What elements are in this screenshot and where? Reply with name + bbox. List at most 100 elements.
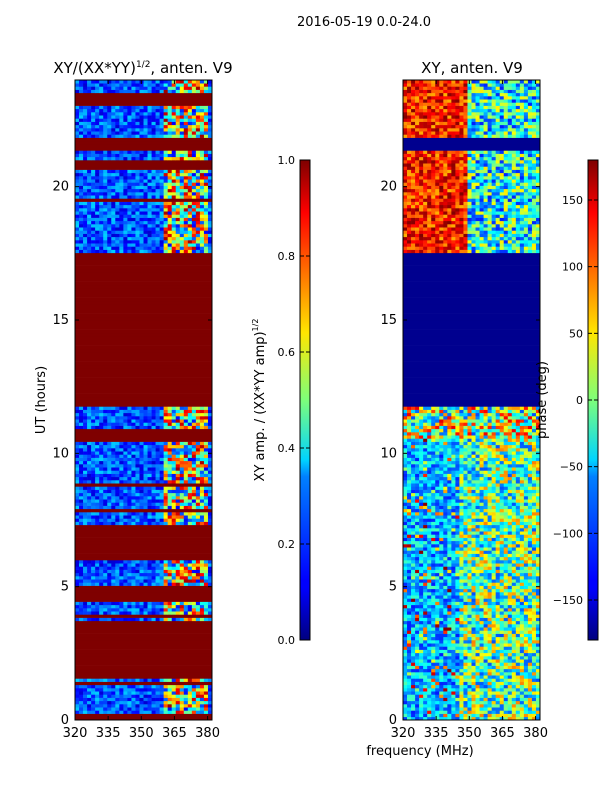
amplitude-cell <box>111 467 116 471</box>
amplitude-cell <box>115 489 120 494</box>
phase-cell <box>519 700 525 705</box>
phase-cell <box>515 659 521 663</box>
phase-cell <box>411 688 416 692</box>
amplitude-cell <box>103 121 108 126</box>
amplitude-cell <box>131 582 136 586</box>
phase-cell <box>415 675 420 679</box>
phase-cell <box>443 617 448 622</box>
phase-cell <box>447 627 452 631</box>
amplitude-cell <box>119 476 124 481</box>
amplitude-cell <box>75 473 80 478</box>
amplitude-cell <box>75 195 80 199</box>
amplitude-cell <box>83 220 88 225</box>
amplitude-cell <box>159 678 164 682</box>
amplitude-cell <box>107 444 112 449</box>
amplitude-cell <box>79 246 84 250</box>
amplitude-cell <box>179 505 185 510</box>
phase-cell <box>507 582 513 586</box>
amplitude-cell <box>79 419 84 423</box>
amplitude-cell <box>107 521 112 526</box>
amplitude-cell <box>159 467 164 471</box>
amplitude-cell <box>119 486 124 490</box>
amplitude-cell <box>143 518 148 522</box>
phase-cell <box>527 576 533 580</box>
amplitude-cell <box>75 608 80 612</box>
phase-cell <box>483 704 488 708</box>
phase-cell <box>479 659 484 663</box>
amplitude-cell <box>103 83 108 87</box>
amplitude-cell <box>111 569 116 574</box>
phase-cell <box>515 707 521 711</box>
amplitude-cell <box>179 451 185 455</box>
amplitude-cell <box>107 211 112 215</box>
amplitude-cell <box>203 486 209 490</box>
phase-cell <box>427 627 432 631</box>
amplitude-cell <box>143 566 148 570</box>
phase-cell <box>515 646 521 650</box>
amplitude-cell <box>79 230 84 234</box>
amplitude-cell <box>179 518 185 522</box>
amplitude-cell <box>147 499 152 503</box>
amplitude-cell <box>123 201 128 206</box>
phase-cell <box>511 662 517 666</box>
amplitude-cell <box>111 470 116 474</box>
phase-cell <box>487 665 492 670</box>
amplitude-cell <box>147 176 152 180</box>
amplitude-cell <box>111 560 116 564</box>
amplitude-cell <box>123 115 128 119</box>
phase-cell <box>407 643 412 647</box>
phase-cell <box>403 601 408 606</box>
amplitude-cell <box>95 704 100 708</box>
amplitude-cell <box>183 460 189 465</box>
amplitude-cell <box>95 492 100 497</box>
phase-cell <box>443 624 448 628</box>
amplitude-cell <box>95 419 100 423</box>
amplitude-cell <box>171 601 177 606</box>
phase-cell <box>507 640 513 644</box>
amplitude-cell <box>183 451 189 455</box>
amplitude-cell <box>103 150 108 154</box>
amplitude-cell <box>175 476 181 481</box>
phase-cell <box>487 700 492 705</box>
amplitude-row-saturated <box>75 137 212 142</box>
phase-cell <box>411 659 416 663</box>
amplitude-cell <box>175 169 181 174</box>
amplitude-cell <box>83 451 88 455</box>
phase-cell <box>415 604 420 609</box>
amplitude-row-saturated <box>75 147 212 151</box>
amplitude-cell <box>131 480 136 484</box>
amplitude-cell <box>187 444 193 449</box>
amplitude-colorbar-ticks: 0.00.20.40.60.81.0 <box>278 154 310 647</box>
phase-cell <box>519 595 525 599</box>
phase-cell <box>411 652 416 657</box>
amplitude-cell <box>171 444 177 449</box>
phase-cell <box>467 700 472 705</box>
amplitude-row-saturated <box>75 256 212 260</box>
phase-cell <box>531 691 537 695</box>
amplitude-cell <box>159 496 164 500</box>
phase-cell <box>515 656 521 660</box>
phase-cell <box>459 592 464 596</box>
amplitude-cell <box>143 204 148 209</box>
amplitude-cell <box>127 124 132 129</box>
phase-cell <box>463 643 468 647</box>
phase-cell <box>467 592 472 596</box>
amplitude-cell <box>107 406 112 410</box>
amplitude-cell <box>199 444 205 449</box>
amplitude-cell <box>203 691 209 695</box>
amplitude-cell <box>119 451 124 455</box>
amplitude-cell <box>183 486 189 490</box>
phase-cell <box>471 668 476 673</box>
amplitude-cell <box>151 172 156 177</box>
amplitude-cell <box>75 419 80 423</box>
amplitude-cell <box>171 156 177 161</box>
phase-cell <box>415 576 420 580</box>
phase-cell <box>511 588 517 593</box>
phase-cell <box>451 649 456 654</box>
amplitude-cell <box>95 230 100 234</box>
amplitude-cell <box>191 480 197 484</box>
amplitude-cell <box>135 409 140 414</box>
phase-cell <box>459 700 464 705</box>
amplitude-cell <box>87 230 92 234</box>
amplitude-cell <box>139 486 144 490</box>
